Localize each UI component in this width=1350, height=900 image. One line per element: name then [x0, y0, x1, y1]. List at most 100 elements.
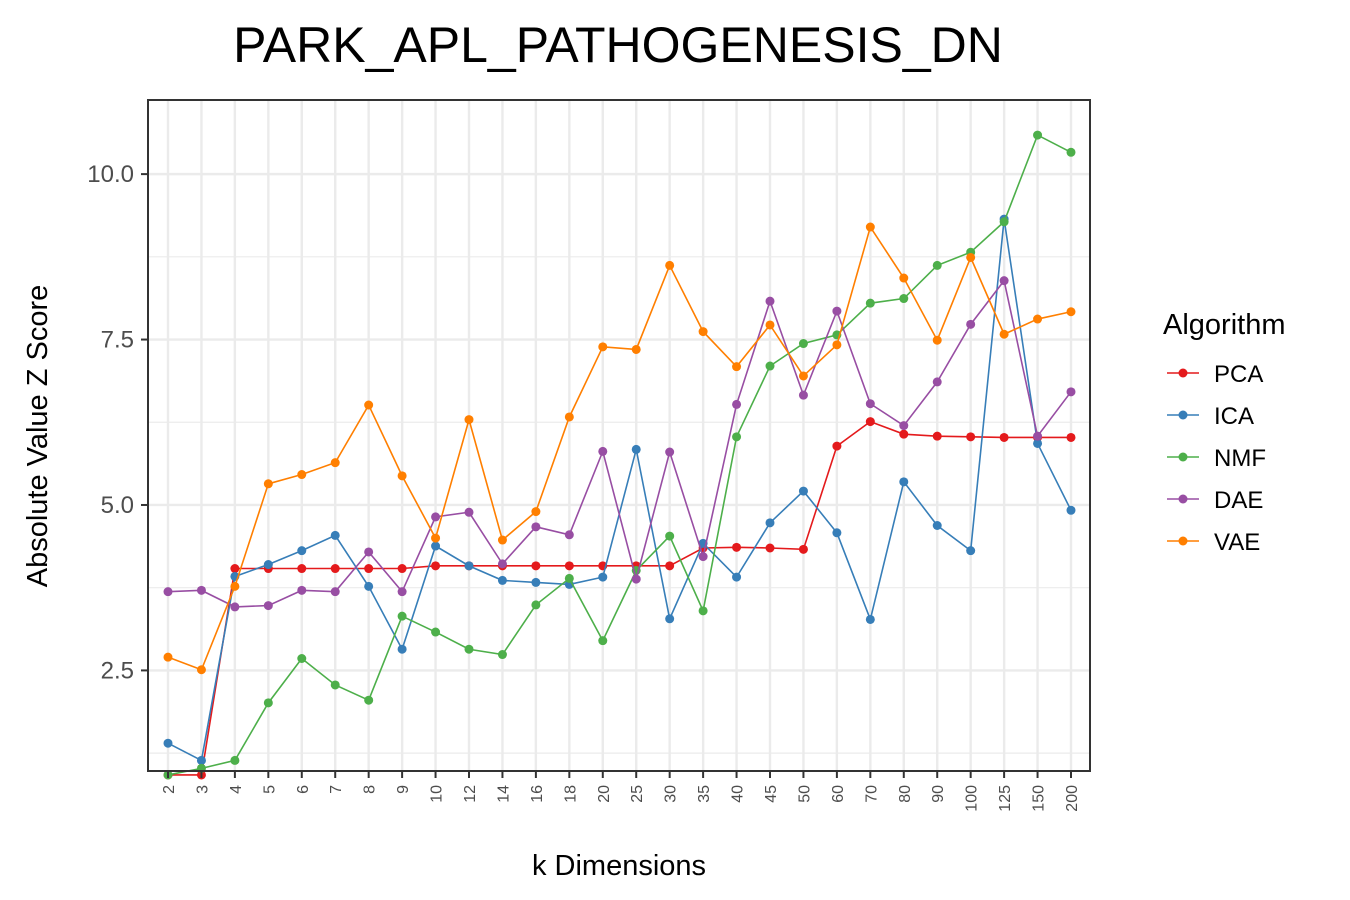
x-tick-label: 10 [429, 785, 446, 803]
data-point-dae [665, 447, 675, 457]
data-point-pca [364, 564, 374, 574]
data-point-ica [297, 546, 307, 556]
data-point-vae [865, 222, 875, 232]
y-tick-label: 5.0 [101, 492, 134, 519]
data-point-pca [431, 561, 441, 571]
data-point-dae [464, 507, 474, 517]
data-point-vae [431, 533, 441, 543]
data-point-pca [330, 564, 340, 574]
data-point-pca [932, 431, 942, 441]
x-tick-label: 12 [462, 785, 479, 803]
data-point-ica [1033, 438, 1043, 448]
data-point-vae [397, 471, 407, 481]
series-line-pca [168, 420, 1071, 776]
data-point-dae [297, 585, 307, 595]
legend: Algorithm PCA ICA NMF DAE VAE [1163, 309, 1286, 556]
data-point-dae [865, 399, 875, 409]
data-point-vae [765, 320, 775, 330]
data-point-pca [297, 564, 307, 574]
data-point-nmf [932, 260, 942, 270]
legend-item-pca: PCA [1167, 361, 1263, 388]
data-point-dae [397, 587, 407, 597]
data-point-ica [598, 572, 608, 582]
data-point-ica [899, 477, 909, 487]
data-point-nmf [598, 636, 608, 646]
data-point-dae [263, 601, 273, 611]
legend-title: Algorithm [1163, 309, 1286, 341]
x-tick-label: 16 [529, 785, 546, 803]
data-point-vae [330, 458, 340, 468]
x-tick-label: 100 [964, 785, 981, 812]
data-point-ica [932, 520, 942, 530]
x-axis-title: k Dimensions [532, 850, 706, 882]
x-tick-label: 45 [763, 785, 780, 803]
data-point-nmf [865, 298, 875, 308]
data-point-nmf [765, 361, 775, 371]
x-tick-label: 125 [997, 785, 1014, 812]
data-point-vae [263, 479, 273, 489]
legend-key-point [1178, 410, 1188, 420]
series-line-nmf [167, 133, 1072, 776]
legend-key-point [1178, 368, 1188, 378]
data-point-dae [196, 585, 206, 595]
data-point-dae [698, 552, 708, 562]
data-point-ica [732, 572, 742, 582]
data-point-nmf [397, 611, 407, 621]
data-point-ica [865, 614, 875, 624]
y-tick-label: 7.5 [101, 327, 134, 354]
data-point-dae [564, 530, 574, 540]
data-point-ica [1066, 505, 1076, 515]
series-line-vae [167, 225, 1072, 671]
legend-item-vae: VAE [1167, 529, 1260, 556]
data-point-nmf [698, 606, 708, 616]
legend-label: DAE [1214, 487, 1263, 514]
x-tick-label: 70 [863, 785, 880, 803]
data-point-dae [497, 559, 507, 569]
data-point-dae [230, 602, 240, 612]
data-point-vae [598, 342, 608, 352]
data-point-dae [431, 512, 441, 522]
x-tick-label: 25 [629, 785, 646, 803]
data-point-vae [698, 327, 708, 337]
x-tick-label: 4 [228, 785, 245, 794]
data-point-pca [999, 432, 1009, 442]
data-point-nmf [464, 644, 474, 654]
data-point-dae [832, 306, 842, 316]
x-tick-label: 18 [562, 785, 579, 803]
x-tick-label: 6 [295, 785, 312, 794]
data-point-pca [564, 561, 574, 571]
data-point-dae [631, 574, 641, 584]
data-point-nmf [431, 627, 441, 637]
x-tick-label: 150 [1031, 785, 1048, 812]
data-point-vae [631, 344, 641, 354]
data-point-vae [1033, 314, 1043, 324]
data-point-vae [364, 400, 374, 410]
x-tick-label: 2 [161, 785, 178, 794]
data-point-vae [899, 273, 909, 283]
data-point-vae [798, 371, 808, 381]
legend-label: PCA [1214, 361, 1263, 388]
data-point-vae [1066, 307, 1076, 317]
data-point-ica [765, 518, 775, 528]
data-point-vae [999, 329, 1009, 339]
x-tick-label: 20 [596, 785, 613, 803]
data-point-nmf [1066, 147, 1076, 157]
y-axis-title: Absolute Value Z Score [22, 285, 54, 588]
data-point-vae [932, 335, 942, 345]
x-tick-label: 50 [796, 785, 813, 803]
data-point-vae [196, 665, 206, 675]
data-point-dae [798, 390, 808, 400]
x-tick-label: 8 [362, 785, 379, 794]
data-point-nmf [263, 698, 273, 708]
data-point-vae [464, 415, 474, 425]
legend-key-point [1178, 494, 1188, 504]
x-tick-label: 14 [495, 785, 512, 803]
chart-title: PARK_APL_PATHOGENESIS_DN [233, 17, 1003, 73]
data-point-pca [732, 542, 742, 552]
plot-panel-border [147, 99, 1091, 772]
y-tick-label: 2.5 [101, 657, 134, 684]
data-point-pca [1066, 432, 1076, 442]
data-point-vae [732, 362, 742, 372]
legend-items: PCA ICA NMF DAE VAE [1167, 361, 1266, 556]
